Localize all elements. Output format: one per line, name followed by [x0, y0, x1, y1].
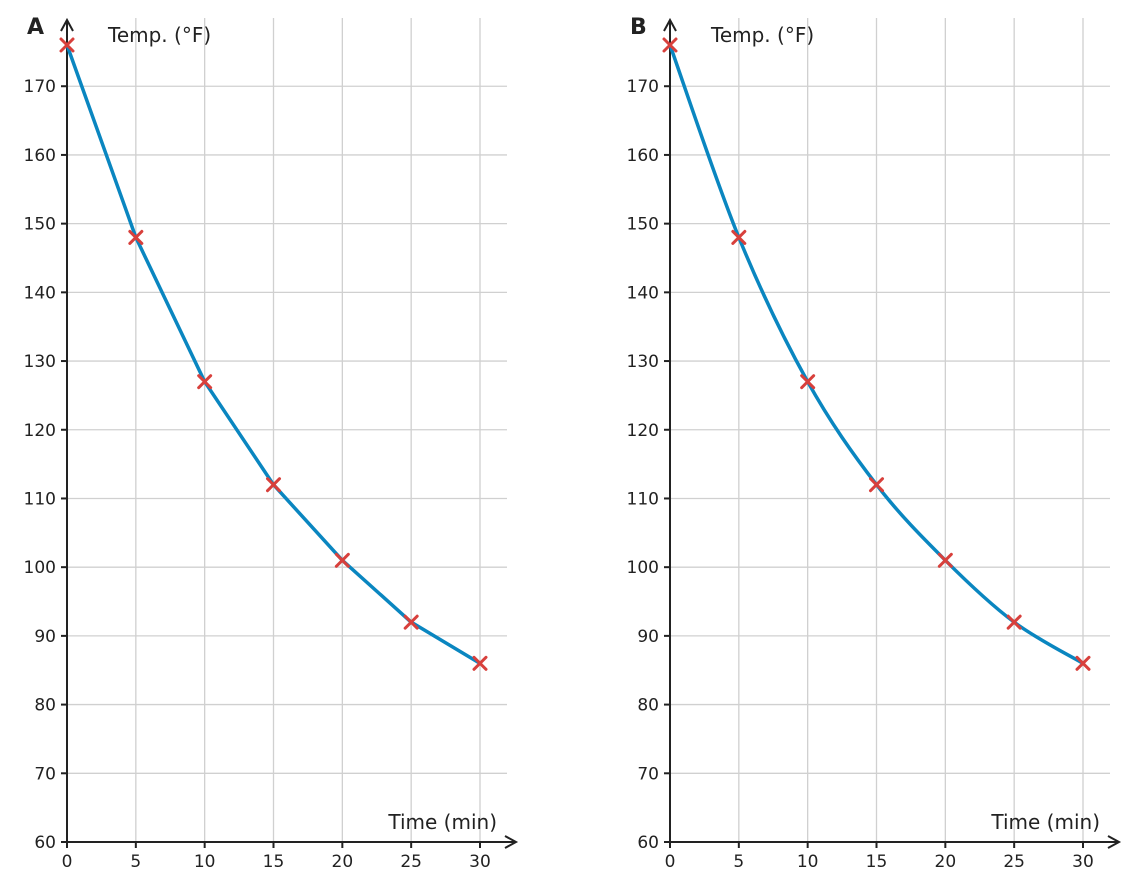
x-tick-label: 10	[797, 852, 819, 872]
panel-b-markers	[662, 37, 1091, 671]
data-point-marker	[1075, 655, 1091, 671]
x-tick-label: 5	[130, 852, 141, 872]
y-tick-label: 150	[627, 215, 659, 235]
panel-b-grid	[670, 18, 1110, 842]
y-tick-label: 90	[34, 627, 56, 647]
data-point-marker	[869, 477, 884, 493]
x-tick-label: 30	[1072, 852, 1094, 872]
panel-a-markers	[59, 37, 488, 671]
y-tick-label: 70	[34, 764, 56, 784]
data-point-marker	[266, 477, 281, 493]
x-tick-label: 25	[1003, 852, 1025, 872]
x-axis-arrow	[504, 835, 519, 849]
x-tick-label: 5	[733, 852, 744, 872]
y-tick-label: 100	[627, 558, 659, 578]
x-tick-label: 15	[866, 852, 888, 872]
y-tick-label: 130	[24, 352, 56, 372]
y-tick-label: 160	[24, 146, 56, 166]
panel-b-axes	[663, 17, 1122, 849]
x-tick-label: 25	[400, 852, 422, 872]
y-tick-label: 130	[627, 352, 659, 372]
y-tick-label: 60	[637, 833, 659, 853]
panel-a-ticks: 0 5 10 15 20 25 30 60 70 80 90 100 110 120 130 140 150 16…	[24, 77, 491, 872]
x-axis-arrow	[1107, 835, 1122, 849]
y-tick-label: 110	[627, 489, 659, 509]
y-tick-label: 170	[24, 77, 56, 97]
y-tick-label: 110	[24, 489, 56, 509]
y-axis-label: Temp. (°F)	[710, 23, 814, 47]
x-tick-label: 20	[935, 852, 957, 872]
y-tick-label: 60	[34, 833, 56, 853]
panel-a-group: 0 5 10 15 20 25 30 60 70 80 90 100 110 120 130 140 150 16…	[24, 15, 519, 872]
x-tick-label: 15	[263, 852, 285, 872]
data-point-marker	[1006, 614, 1022, 630]
x-axis-label: Time (min)	[387, 810, 497, 834]
y-tick-label: 120	[627, 421, 659, 441]
y-tick-label: 140	[627, 283, 659, 303]
x-tick-label: 30	[469, 852, 491, 872]
panel-b-group: 0 5 10 15 20 25 30 60 70 80 90 100 110 120 130 140 150 16…	[627, 15, 1122, 872]
data-point-marker	[731, 229, 747, 245]
panel-a-grid	[67, 18, 507, 842]
data-point-marker	[334, 552, 350, 568]
y-axis-label: Temp. (°F)	[107, 23, 211, 47]
y-tick-label: 70	[637, 764, 659, 784]
data-point-marker	[59, 37, 75, 53]
y-axis-arrow	[663, 17, 677, 32]
data-point-marker	[197, 374, 213, 390]
y-tick-label: 120	[24, 421, 56, 441]
series-line	[668, 44, 1084, 665]
x-tick-label: 0	[665, 852, 676, 872]
data-point-marker	[937, 552, 953, 568]
data-point-marker	[800, 374, 816, 390]
panel-b-ticks: 0 5 10 15 20 25 30 60 70 80 90 100 110 120 130 140 150 16…	[627, 77, 1094, 872]
y-tick-label: 80	[34, 696, 56, 716]
data-point-marker	[128, 229, 144, 245]
data-point-marker	[403, 614, 419, 630]
x-tick-label: 20	[332, 852, 354, 872]
x-tick-label: 10	[194, 852, 216, 872]
y-tick-label: 90	[637, 627, 659, 647]
y-tick-label: 100	[24, 558, 56, 578]
data-point-marker	[662, 37, 678, 53]
data-point-marker	[472, 655, 488, 671]
y-tick-label: 140	[24, 283, 56, 303]
x-tick-label: 0	[62, 852, 73, 872]
y-tick-label: 150	[24, 215, 56, 235]
y-tick-label: 160	[627, 146, 659, 166]
x-axis-label: Time (min)	[990, 810, 1100, 834]
panel-label: A	[27, 15, 44, 40]
y-tick-label: 170	[627, 77, 659, 97]
panel-label: B	[630, 15, 647, 40]
y-tick-label: 80	[637, 696, 659, 716]
y-axis-arrow	[60, 17, 74, 32]
